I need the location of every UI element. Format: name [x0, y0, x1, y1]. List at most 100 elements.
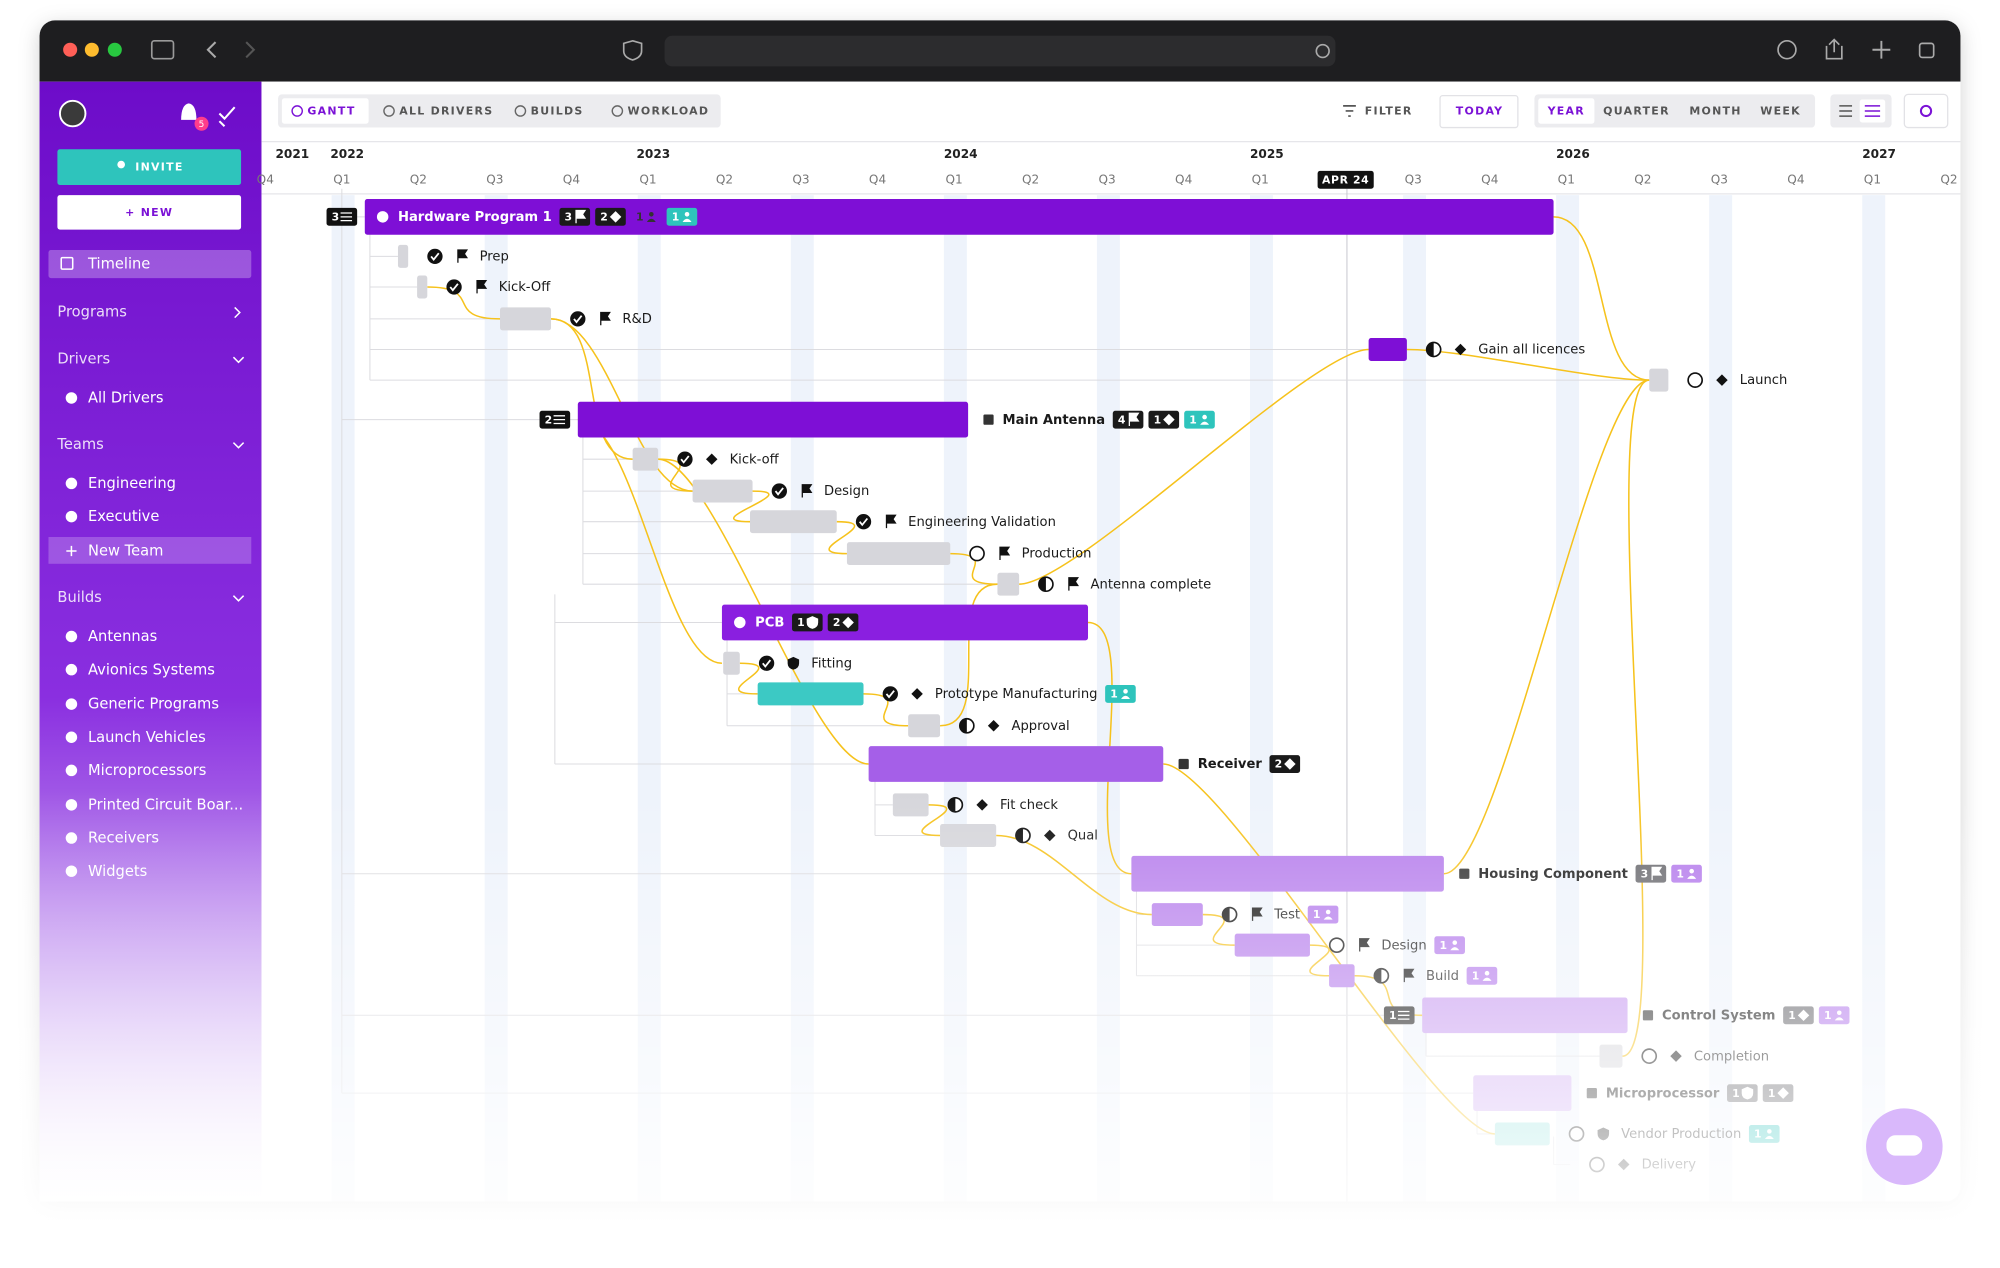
sidebar-item[interactable]: All Drivers — [88, 390, 164, 407]
badge-count: 4 — [1118, 413, 1126, 426]
build-icon — [1178, 758, 1189, 770]
filter-icon — [1343, 105, 1356, 117]
today-marker — [1317, 170, 1374, 189]
address-bar[interactable] — [664, 35, 1336, 67]
settings-icon — [1919, 104, 1933, 118]
task-bar[interactable] — [692, 479, 753, 503]
notifications-button[interactable] — [181, 103, 197, 120]
sidebar-item[interactable]: New Team — [88, 543, 163, 560]
forward-button[interactable] — [245, 41, 256, 59]
sidebar-item[interactable]: Engineering — [88, 475, 176, 492]
back-button[interactable] — [206, 41, 217, 59]
task-bar[interactable] — [997, 572, 1020, 596]
sidebar-section[interactable]: Builds — [57, 589, 101, 606]
scale-tab[interactable]: MONTH — [1689, 105, 1741, 118]
sidebar-item[interactable]: Avionics Systems — [88, 661, 215, 678]
new-tab-button[interactable] — [1872, 40, 1891, 59]
year-label: 2024 — [944, 147, 978, 161]
plus-icon — [66, 545, 77, 557]
row-label: Launch — [1740, 373, 1788, 388]
reload-button[interactable] — [1315, 43, 1330, 59]
nav-icon — [65, 477, 78, 490]
timeline-nav-active[interactable] — [48, 250, 252, 279]
flag-icon — [1068, 577, 1079, 591]
share-button[interactable] — [1825, 38, 1843, 60]
year-label: 2027 — [1862, 147, 1896, 161]
view-tab[interactable]: GANTT — [307, 105, 355, 118]
quarter-label: Q1 — [1864, 172, 1881, 186]
task-bar[interactable] — [723, 651, 740, 675]
task-bar[interactable] — [1649, 368, 1669, 392]
flag-icon — [575, 209, 587, 224]
user-body — [682, 218, 692, 222]
zoom-button[interactable] — [107, 42, 122, 57]
new-button[interactable] — [57, 195, 242, 230]
quarter-label: Q2 — [1940, 172, 1957, 186]
nav-icon — [65, 510, 78, 523]
today-button[interactable] — [1439, 95, 1519, 129]
invite-button[interactable] — [57, 149, 242, 185]
year-label: 2022 — [330, 147, 364, 161]
program-bar[interactable] — [364, 198, 1554, 235]
sidebar-item[interactable]: Executive — [88, 508, 159, 525]
user-head — [1202, 414, 1207, 420]
view-tab[interactable]: BUILDS — [531, 105, 584, 118]
flag-icon — [476, 279, 488, 294]
quarter-label: Q1 — [639, 172, 656, 186]
user-body — [646, 218, 656, 222]
nav-icon — [65, 663, 78, 676]
task-bar[interactable] — [397, 244, 409, 268]
status-done — [771, 483, 787, 499]
quarter-label: Q2 — [410, 172, 427, 186]
quarter-label: Q2 — [1634, 172, 1651, 186]
scale-tab[interactable]: YEAR — [1547, 105, 1585, 118]
sidebar-item[interactable]: Microprocessors — [88, 762, 206, 779]
bottom-fade — [0, 790, 2000, 1268]
task-bar[interactable] — [632, 447, 659, 471]
check-mark — [762, 659, 772, 668]
badge-count: 3 — [565, 210, 573, 223]
sidebar-toggle[interactable] — [150, 39, 175, 60]
close-button[interactable] — [63, 42, 78, 57]
downloads-button[interactable] — [1777, 39, 1797, 60]
program-bar[interactable] — [577, 401, 969, 438]
invite-icon — [117, 160, 125, 169]
timeline-nav: Timeline — [87, 256, 150, 273]
task-bar[interactable] — [1368, 338, 1407, 361]
tabs-button[interactable] — [1918, 42, 1935, 59]
task-bar[interactable] — [417, 275, 428, 299]
avatar[interactable] — [58, 99, 87, 128]
task-bar[interactable] — [500, 307, 552, 331]
program-bar[interactable] — [868, 746, 1164, 782]
scale-tabs — [1534, 94, 1816, 128]
sidebar-section[interactable]: Programs — [57, 304, 126, 321]
settings-button[interactable] — [1903, 93, 1949, 129]
filter-label: FILTER — [1365, 105, 1413, 118]
minimize-button[interactable] — [84, 42, 99, 57]
sidebar-section[interactable]: Drivers — [57, 351, 110, 368]
scale-tab[interactable]: QUARTER — [1603, 105, 1670, 118]
sidebar-item[interactable]: Generic Programs — [88, 696, 219, 713]
view-tab[interactable]: ALL DRIVERS — [399, 105, 493, 118]
year-label: 2025 — [1250, 147, 1284, 161]
child-count: 2 — [545, 413, 553, 426]
dependency-link — [658, 458, 693, 492]
scale-tab[interactable]: WEEK — [1760, 105, 1801, 118]
sidebar-item[interactable]: Antennas — [88, 628, 157, 645]
task-bar[interactable] — [908, 714, 941, 738]
task-bar[interactable] — [846, 542, 951, 566]
quarter-label: Q1 — [1558, 172, 1575, 186]
task-bar[interactable] — [757, 682, 864, 706]
privacy-icon[interactable] — [622, 39, 643, 61]
section-chevron — [232, 356, 245, 364]
user-body — [1121, 695, 1131, 699]
view-tab[interactable]: WORKLOAD — [628, 105, 710, 118]
task-bar[interactable] — [750, 510, 837, 534]
nav-icon — [65, 698, 78, 710]
dependency-link — [733, 490, 770, 523]
row-label: PCB — [755, 616, 784, 631]
diamond-icon — [911, 688, 923, 700]
tasks-button[interactable] — [218, 106, 236, 128]
sidebar-item[interactable]: Launch Vehicles — [88, 729, 206, 746]
sidebar-section[interactable]: Teams — [56, 436, 103, 453]
